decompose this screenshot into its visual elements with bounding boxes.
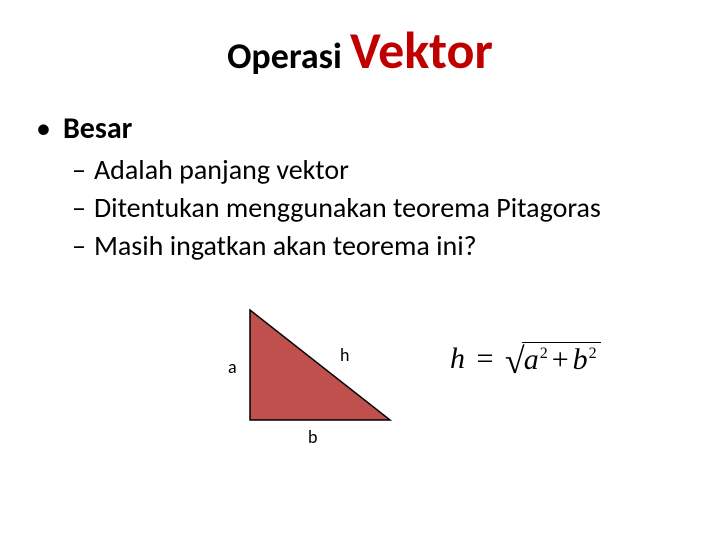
title-part-2: Vektor — [350, 18, 493, 82]
bullet-level2-1: – Ditentukan menggunakan teorema Pitagor… — [72, 190, 684, 226]
bullet-marker: – — [72, 152, 86, 188]
formula-a-pow: 2 — [540, 345, 548, 362]
bullet-level2-0: – Adalah panjang vektor — [72, 152, 684, 188]
bullet-marker: – — [72, 228, 86, 264]
bullet-text: Adalah panjang vektor — [94, 152, 349, 188]
bullet-level1: • Besar — [36, 110, 684, 148]
triangle-label-b: b — [308, 426, 317, 448]
formula-a: a — [524, 343, 539, 376]
formula-lhs: h — [450, 342, 465, 375]
formula-b-pow: 2 — [589, 345, 597, 362]
formula-b: b — [573, 343, 588, 376]
bullet-text: Besar — [63, 110, 132, 148]
triangle-label-a: a — [228, 356, 237, 378]
formula-plus: + — [552, 343, 569, 376]
formula-equals: = — [477, 342, 494, 375]
bullet-marker: • — [36, 110, 51, 148]
bullet-text: Masih ingatkan akan teorema ini? — [94, 228, 477, 264]
title-part-1: Operasi — [227, 34, 350, 78]
bullet-level2-2: – Masih ingatkan akan teorema ini? — [72, 228, 684, 264]
formula-sqrt: √a2+b2 — [505, 340, 601, 382]
triangle-diagram: a b h — [230, 300, 400, 450]
pythagoras-formula: h = √a2+b2 — [450, 340, 601, 382]
slide-body: • Besar – Adalah panjang vektor – Ditent… — [36, 110, 684, 266]
triangle-label-h: h — [340, 344, 349, 366]
sqrt-body: a2+b2 — [522, 342, 601, 377]
triangle-shape — [250, 310, 390, 420]
bullet-text: Ditentukan menggunakan teorema Pitagoras — [94, 190, 601, 226]
bullet-marker: – — [72, 190, 86, 226]
slide-title: Operasi Vektor — [0, 18, 720, 82]
slide: Operasi Vektor • Besar – Adalah panjang … — [0, 0, 720, 540]
